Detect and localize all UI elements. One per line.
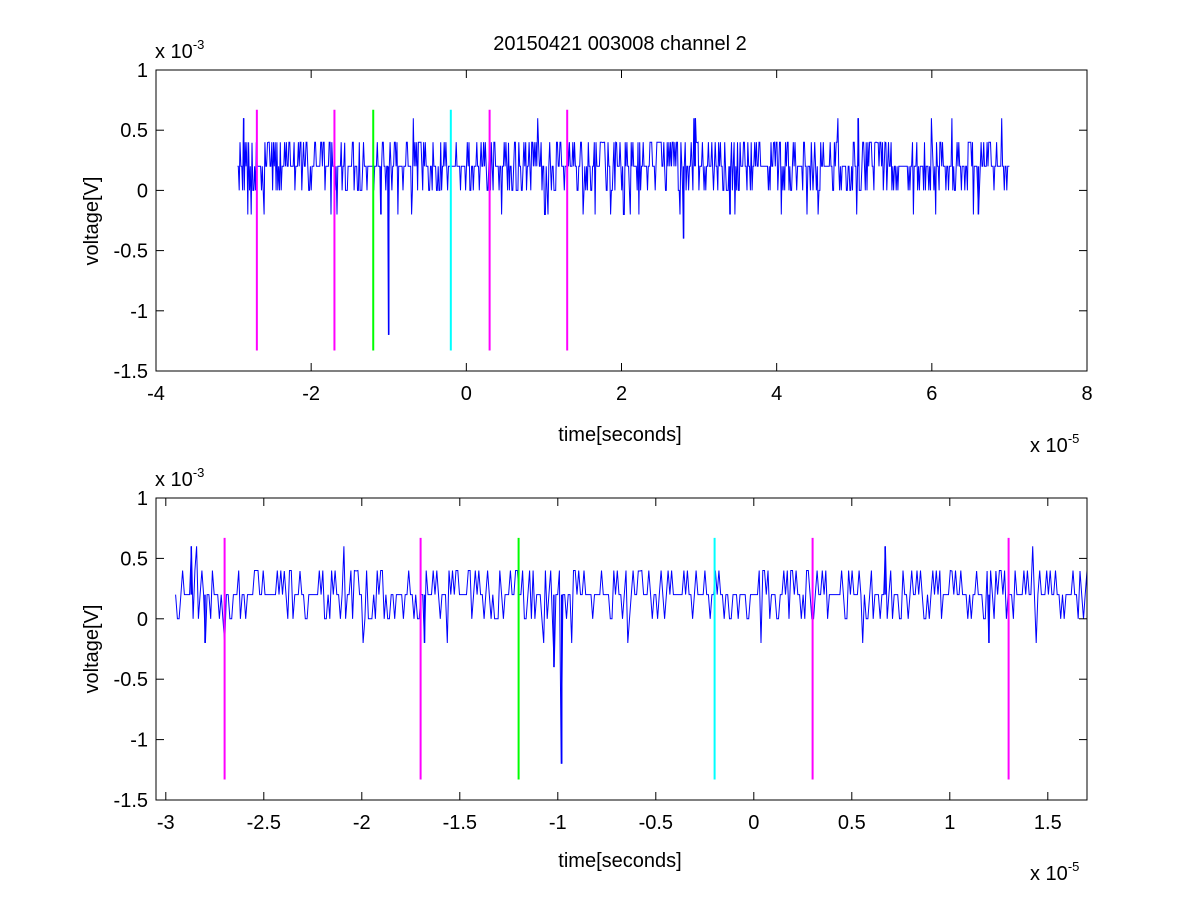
bottom-plot-y-exponent: x 10-3: [155, 465, 204, 491]
top-plot-x-tick-label: 4: [771, 383, 782, 405]
top-plot-x-tick-label: -2: [302, 383, 320, 405]
bottom-plot-x-exponent: x 10-5: [1030, 859, 1079, 885]
bottom-plot-x-tick-label: -1.5: [443, 812, 477, 834]
top-plot-x-tick-label: 8: [1081, 383, 1092, 405]
bottom-plot-y-tick-label: -0.5: [114, 669, 148, 691]
bottom-plot-x-tick-label: 0: [748, 812, 759, 834]
top-plot-x-tick-label: -4: [147, 383, 165, 405]
top-plot-x-tick-label: 2: [616, 383, 627, 405]
top-plot-data: [237, 118, 1010, 335]
top-plot-signal-series: [237, 118, 1010, 335]
bottom-plot-y-tick-label: 1: [137, 488, 148, 510]
bottom-plot-y-tick-label: -1.5: [114, 790, 148, 812]
top-plot-axes-box: [155, 69, 1088, 372]
bottom-plot-x-tick-label: -2: [353, 812, 371, 834]
figure-title: 20150421 003008 channel 2: [493, 33, 747, 55]
top-plot-y-tick-label: -0.5: [114, 241, 148, 263]
top-plot-x-tick-label: 0: [461, 383, 472, 405]
bottom-plot-ylabel: voltage[V]: [81, 605, 103, 694]
bottom-plot-signal-series: [175, 546, 1088, 764]
top-plot-xlabel: time[seconds]: [558, 424, 681, 446]
bottom-plot-y-tick-label: 0.5: [120, 548, 148, 570]
top-plot-y-tick-label: -1.5: [114, 361, 148, 383]
bottom-plot-ticks: -3 -2.5 -2 -1.5 -1 -0.5 0 0.5 1 1.5 1 0.5 0 -0.5 -1 -1.…: [114, 488, 1087, 834]
bottom-plot-x-tick-label: 0.5: [838, 812, 866, 834]
bottom-plot-markers: [223, 537, 1010, 780]
top-plot-y-tick-label: 1: [137, 60, 148, 82]
bottom-plot-x-tick-label: 1: [944, 812, 955, 834]
bottom-plot-y-tick-label: 0: [137, 609, 148, 631]
top-plot-y-exponent: x 10-3: [155, 37, 204, 63]
bottom-plot-x-tick-label: -1: [549, 812, 567, 834]
top-plot-y-tick-label: -1: [130, 301, 148, 323]
bottom-plot-x-tick-label: -2.5: [247, 812, 281, 834]
top-plot-x-exponent: x 10-5: [1030, 431, 1079, 457]
top-plot-ticks: -4 -2 0 2 4 6 8 1 0.5 0 -0.5 -1 -1.5: [114, 60, 1093, 405]
bottom-plot-x-tick-label: 1.5: [1034, 812, 1062, 834]
top-plot-ylabel: voltage[V]: [81, 177, 103, 266]
top-plot-y-tick-label: 0: [137, 180, 148, 202]
bottom-plot-y-tick-label: -1: [130, 730, 148, 752]
top-plot-x-tick-label: 6: [926, 383, 937, 405]
top-plot-markers: [255, 109, 569, 351]
top-plot-y-tick-label: 0.5: [120, 120, 148, 142]
bottom-plot-axes-box: [155, 497, 1088, 801]
bottom-plot-x-tick-label: -3: [157, 812, 175, 834]
bottom-plot: -3 -2.5 -2 -1.5 -1 -0.5 0 0.5 1 1.5 1 0.5 0 -0.5 -1 -1.…: [81, 465, 1088, 885]
top-plot: -4 -2 0 2 4 6 8 1 0.5 0 -0.5 -1 -1.5 x 10-3 x 10-5 t…: [81, 37, 1093, 457]
bottom-plot-xlabel: time[seconds]: [558, 850, 681, 872]
bottom-plot-x-tick-label: -0.5: [639, 812, 673, 834]
bottom-plot-data: [175, 546, 1088, 764]
